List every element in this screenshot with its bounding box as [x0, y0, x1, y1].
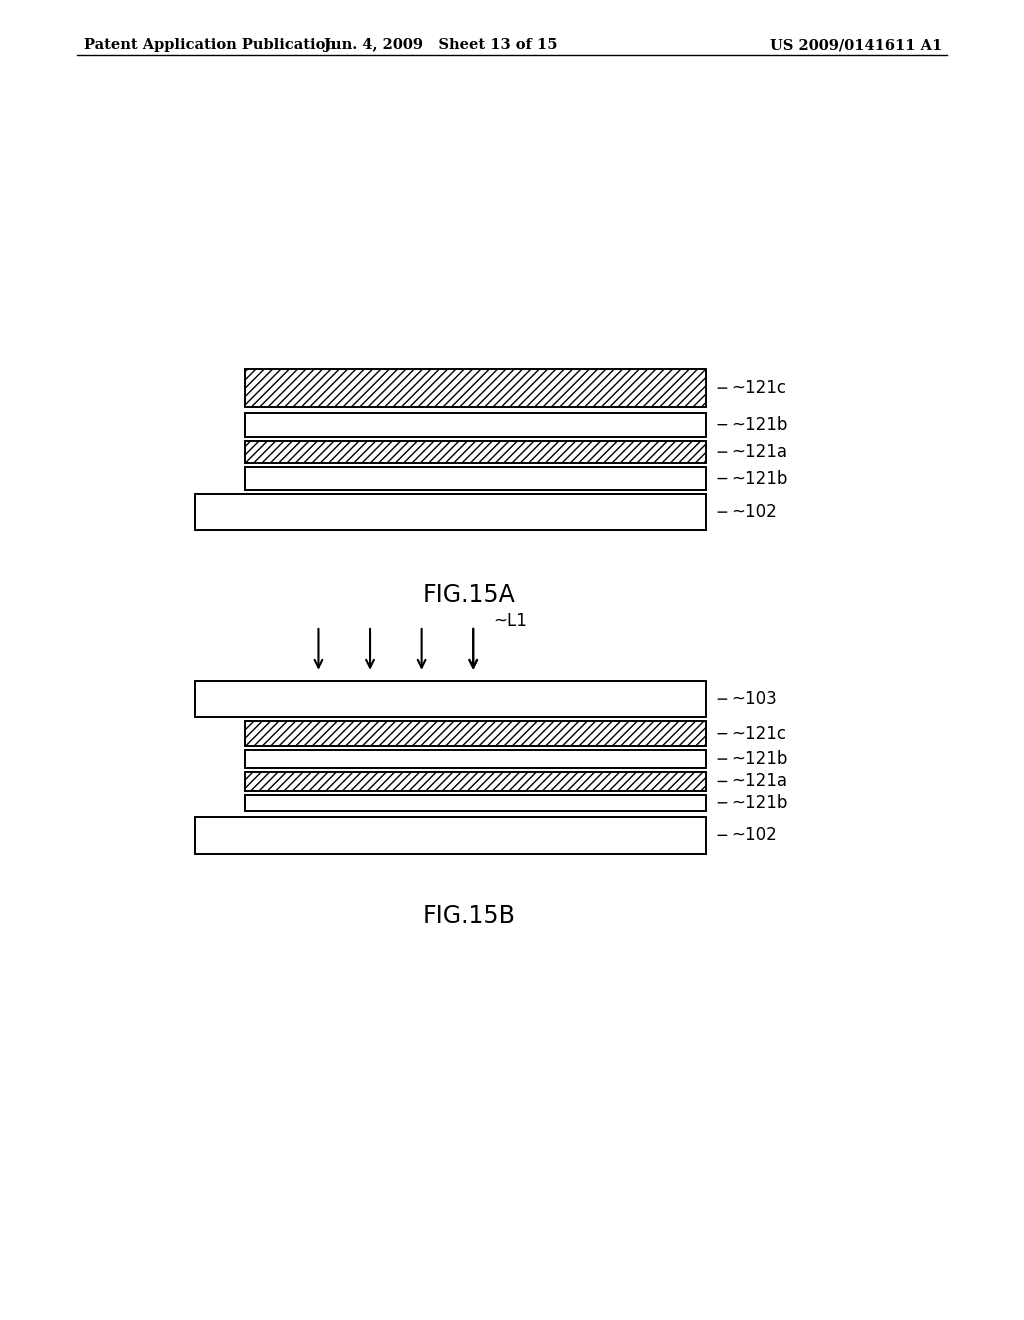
Text: ~102: ~102: [731, 503, 777, 521]
Text: US 2009/0141611 A1: US 2009/0141611 A1: [770, 38, 942, 53]
Text: FIG.15B: FIG.15B: [423, 904, 516, 928]
Bar: [246, 467, 706, 490]
Text: ~121c: ~121c: [731, 725, 786, 743]
Text: Jun. 4, 2009   Sheet 13 of 15: Jun. 4, 2009 Sheet 13 of 15: [324, 38, 557, 53]
Text: ~121b: ~121b: [731, 793, 787, 812]
Bar: [246, 795, 706, 810]
Text: ~121a: ~121a: [731, 772, 787, 791]
Text: ~121c: ~121c: [731, 379, 786, 397]
Bar: [246, 413, 706, 437]
Text: Patent Application Publication: Patent Application Publication: [84, 38, 336, 53]
Text: ~102: ~102: [731, 826, 777, 845]
Bar: [196, 817, 706, 854]
Text: ~121b: ~121b: [731, 750, 787, 768]
Bar: [246, 772, 706, 791]
Text: ~103: ~103: [731, 690, 777, 708]
Bar: [246, 441, 706, 463]
Bar: [246, 368, 706, 408]
Text: FIG.15A: FIG.15A: [423, 583, 516, 607]
Text: ~121b: ~121b: [731, 416, 787, 434]
Text: ~L1: ~L1: [494, 612, 527, 630]
Bar: [246, 750, 706, 768]
Bar: [196, 681, 706, 718]
Text: ~121b: ~121b: [731, 470, 787, 487]
Bar: [196, 494, 706, 531]
Text: ~121a: ~121a: [731, 444, 787, 461]
Bar: [246, 722, 706, 746]
